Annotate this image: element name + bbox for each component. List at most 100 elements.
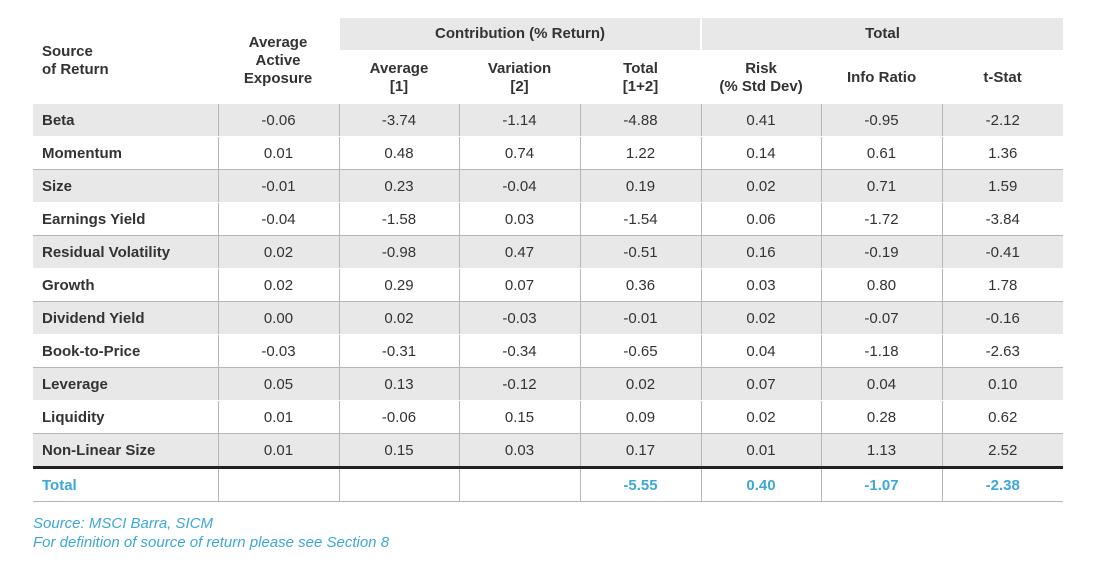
total-value: -4.88 (579, 103, 702, 137)
variation-value: 0.15 (458, 400, 580, 434)
table-row: Earnings Yield -0.04 -1.58 0.03 -1.54 0.06 -1.… (33, 202, 1064, 236)
total-variation (458, 466, 580, 502)
source-note: Source: MSCI Barra, SICM (33, 515, 214, 532)
total-exposure (217, 466, 339, 502)
exposure-value: -0.03 (217, 334, 339, 368)
variation-value: -0.12 (458, 367, 580, 401)
average-value: 0.13 (338, 367, 459, 401)
variation-value: 0.07 (458, 268, 580, 302)
t-stat-value: 2.52 (941, 433, 1064, 468)
header-row-groups: Source of Return Average Active Exposure Co… (33, 18, 1064, 87)
header-variation: Variation [2] (459, 50, 580, 104)
total-value: -0.01 (579, 301, 702, 335)
average-value: -0.98 (338, 235, 459, 269)
risk-value: 0.04 (700, 334, 822, 368)
t-stat-value: 1.78 (941, 268, 1064, 302)
table-row: Growth 0.02 0.29 0.07 0.36 0.03 0.80 1.78 (33, 268, 1064, 302)
factor-name: Liquidity (33, 400, 218, 434)
total-value: -0.51 (579, 235, 702, 269)
table-row: Momentum 0.01 0.48 0.74 1.22 0.14 0.61 1.36 (33, 136, 1064, 170)
average-value: -3.74 (338, 103, 459, 137)
total-value: 0.17 (579, 433, 702, 468)
risk-value: 0.16 (700, 235, 822, 269)
total-average (338, 466, 459, 502)
definition-note: For definition of source of return pleas… (33, 534, 390, 551)
factor-name: Dividend Yield (33, 301, 218, 335)
table-row: Leverage 0.05 0.13 -0.12 0.02 0.07 0.04 0.10 (33, 367, 1064, 401)
risk-value: 0.01 (700, 433, 822, 468)
total-label: Total (33, 466, 218, 502)
average-value: 0.02 (338, 301, 459, 335)
factor-name: Non-Linear Size (33, 433, 218, 468)
header-total-sum: Total [1+2] (580, 50, 702, 104)
exposure-value: 0.02 (217, 235, 339, 269)
t-stat-value: -0.16 (941, 301, 1064, 335)
info-ratio-value: 0.80 (820, 268, 943, 302)
factor-name: Earnings Yield (33, 202, 218, 236)
table-row: Residual Volatility 0.02 -0.98 0.47 -0.51 0.1… (33, 235, 1064, 269)
info-ratio-value: 0.04 (820, 367, 943, 401)
factor-name: Book-to-Price (33, 334, 218, 368)
exposure-value: 0.01 (217, 136, 339, 170)
average-value: 0.29 (338, 268, 459, 302)
table-row: Liquidity 0.01 -0.06 0.15 0.09 0.02 0.28 0.62 (33, 400, 1064, 434)
total-value: 0.02 (579, 367, 702, 401)
total-row: Total -5.55 0.40 -1.07 -2.38 (33, 466, 1064, 502)
exposure-value: -0.01 (217, 169, 339, 203)
average-value: 0.23 (338, 169, 459, 203)
average-value: -0.31 (338, 334, 459, 368)
exposure-value: 0.02 (217, 268, 339, 302)
t-stat-value: 0.10 (941, 367, 1064, 401)
table-row: Beta -0.06 -3.74 -1.14 -4.88 0.41 -0.95 -2.12 (33, 103, 1064, 137)
total-value: 0.19 (579, 169, 702, 203)
risk-value: 0.06 (700, 202, 822, 236)
variation-value: -0.03 (458, 301, 580, 335)
factor-name: Residual Volatility (33, 235, 218, 269)
exposure-value: -0.06 (217, 103, 339, 137)
risk-value: 0.07 (700, 367, 822, 401)
exposure-value: 0.05 (217, 367, 339, 401)
variation-value: 0.03 (458, 202, 580, 236)
info-ratio-value: -0.07 (820, 301, 943, 335)
variation-value: 0.03 (458, 433, 580, 468)
variation-value: 0.74 (458, 136, 580, 170)
variation-value: -0.34 (458, 334, 580, 368)
risk-value: 0.02 (700, 301, 822, 335)
header-group-total: Total (700, 18, 1064, 51)
info-ratio-value: -1.72 (820, 202, 943, 236)
t-stat-value: 0.62 (941, 400, 1064, 434)
info-ratio-value: 0.71 (820, 169, 943, 203)
factor-name: Leverage (33, 367, 218, 401)
variation-value: -0.04 (458, 169, 580, 203)
exposure-value: 0.00 (217, 301, 339, 335)
header-risk: Risk (% Std Dev) (701, 50, 822, 104)
total-info-ratio: -1.07 (820, 466, 943, 502)
t-stat-value: -2.63 (941, 334, 1064, 368)
risk-value: 0.14 (700, 136, 822, 170)
average-value: 0.48 (338, 136, 459, 170)
t-stat-value: -0.41 (941, 235, 1064, 269)
risk-value: 0.02 (700, 400, 822, 434)
risk-value: 0.03 (700, 268, 822, 302)
total-t-stat: -2.38 (941, 466, 1064, 502)
exposure-value: 0.01 (217, 433, 339, 468)
header-group-contribution: Contribution (% Return) (337, 18, 702, 51)
average-value: -0.06 (338, 400, 459, 434)
table-row: Dividend Yield 0.00 0.02 -0.03 -0.01 0.02 -0.0… (33, 301, 1064, 335)
total-risk: 0.40 (700, 466, 822, 502)
t-stat-value: 1.59 (941, 169, 1064, 203)
risk-value: 0.41 (700, 103, 822, 137)
factor-name: Momentum (33, 136, 218, 170)
risk-value: 0.02 (700, 169, 822, 203)
info-ratio-value: -1.18 (820, 334, 943, 368)
total-value: -0.65 (579, 334, 702, 368)
total-value: -1.54 (579, 202, 702, 236)
header-avg-active-exposure: Average Active Exposure (243, 33, 313, 87)
header-average: Average [1] (339, 50, 459, 104)
total-total: -5.55 (579, 466, 702, 502)
average-value: 0.15 (338, 433, 459, 468)
info-ratio-value: -0.19 (820, 235, 943, 269)
t-stat-value: -2.12 (941, 103, 1064, 137)
total-value: 0.36 (579, 268, 702, 302)
header-row-columns: Average [1] Variation [2] Total [1+2] Risk(… (33, 50, 1064, 104)
